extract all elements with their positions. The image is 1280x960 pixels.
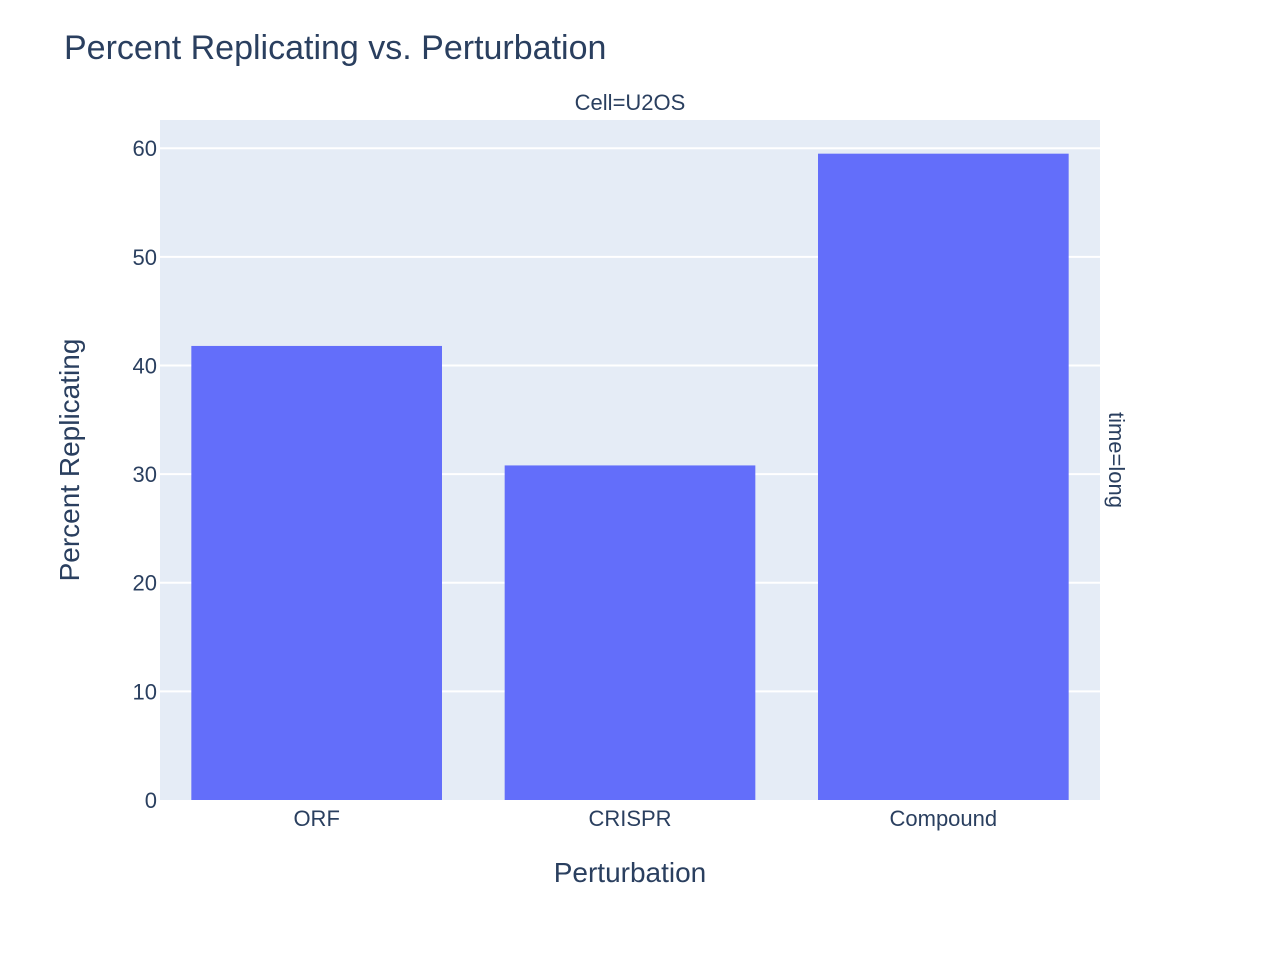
x-axis-ticks: ORF CRISPR Compound xyxy=(293,806,997,831)
y-tick-label: 40 xyxy=(133,353,157,378)
facet-column-label: Cell=U2OS xyxy=(575,90,686,115)
chart-title: Percent Replicating vs. Perturbation xyxy=(64,29,606,67)
y-tick-label: 30 xyxy=(133,462,157,487)
x-tick-label: CRISPR xyxy=(588,806,671,831)
bar-crispr xyxy=(504,465,756,800)
y-tick-label: 60 xyxy=(133,136,157,161)
y-tick-label: 50 xyxy=(133,245,157,270)
x-tick-label: ORF xyxy=(293,806,339,831)
bars xyxy=(191,153,1069,800)
y-tick-label: 0 xyxy=(145,788,157,813)
y-tick-label: 20 xyxy=(133,571,157,596)
x-axis-title: Perturbation xyxy=(554,857,707,888)
x-tick-label: Compound xyxy=(890,806,998,831)
facet-row-label: time=long xyxy=(1104,412,1129,508)
y-axis-title: Percent Replicating xyxy=(54,339,85,582)
y-axis-ticks: 0 10 20 30 40 50 60 xyxy=(133,136,157,813)
bar-compound xyxy=(818,153,1069,800)
bar-orf xyxy=(191,345,442,800)
y-tick-label: 10 xyxy=(133,679,157,704)
